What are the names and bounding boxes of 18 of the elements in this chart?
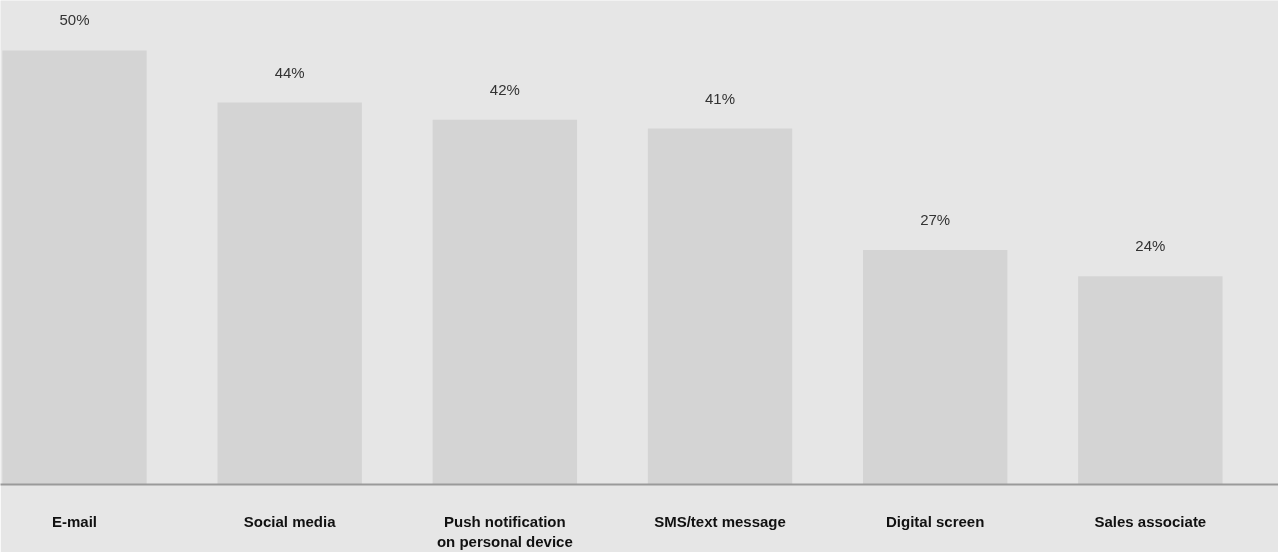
bar: [432, 119, 578, 485]
bar: [2, 50, 147, 485]
bar: [1078, 276, 1223, 485]
data-label: 50%: [59, 11, 90, 29]
x-tick-label: Push notification on personal device: [436, 512, 573, 550]
x-tick-label: Social media: [243, 512, 337, 530]
data-label: 24%: [1135, 237, 1166, 255]
bar: [862, 250, 1008, 485]
data-label: 44%: [274, 63, 305, 81]
data-label: 27%: [920, 211, 951, 229]
data-label: 41%: [705, 89, 736, 107]
x-tick-label: Sales associate: [1094, 512, 1207, 530]
x-tick-label: Digital screen: [886, 512, 985, 530]
x-tick-label: E-mail: [52, 512, 98, 530]
data-label: 42%: [489, 80, 520, 98]
x-tick-label: SMS/text message: [654, 512, 786, 530]
bar: [217, 102, 362, 485]
bar: [647, 128, 793, 485]
